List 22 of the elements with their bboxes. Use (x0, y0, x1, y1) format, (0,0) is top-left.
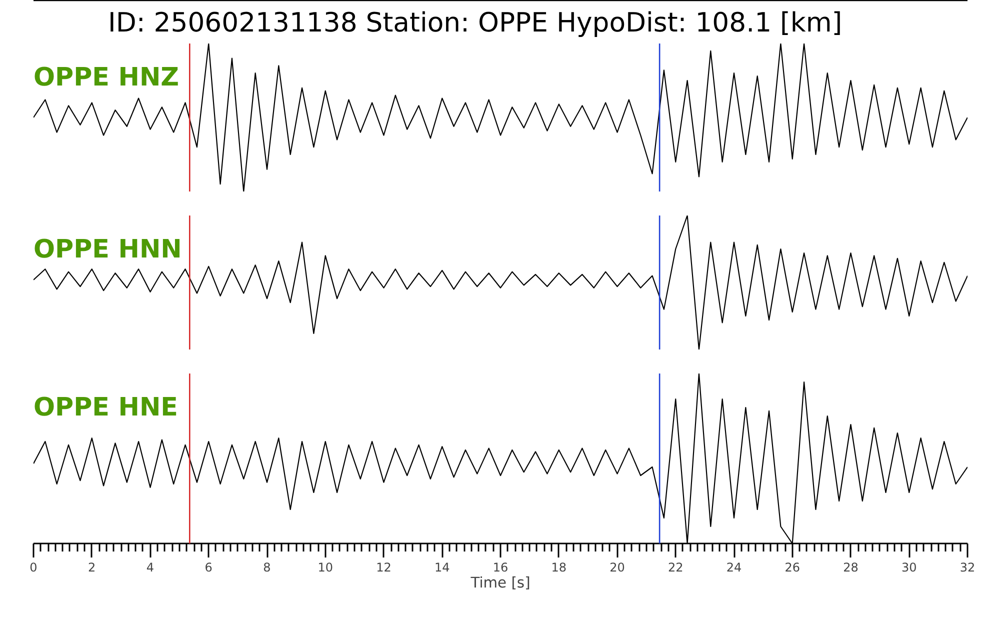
x-tick-label: 22 (668, 560, 684, 574)
x-tick-label: 2 (88, 560, 96, 574)
x-tick-label: 10 (318, 560, 334, 574)
x-tick-label: 30 (901, 560, 917, 574)
x-tick-label: 32 (960, 560, 976, 574)
x-tick-label: 4 (146, 560, 154, 574)
x-tick-label: 24 (726, 560, 742, 574)
x-tick-label: 16 (492, 560, 508, 574)
x-tick-label: 14 (434, 560, 450, 574)
x-tick-label: 0 (30, 560, 38, 574)
x-tick-label: 18 (551, 560, 567, 574)
x-tick-label: 28 (843, 560, 858, 574)
series-label: OPPE HNN (34, 234, 182, 264)
chart-title: ID: 250602131138 Station: OPPE HypoDist: 108.1 [km] (108, 8, 842, 38)
x-tick-label: 6 (204, 560, 212, 574)
x-tick-label: 20 (610, 560, 625, 574)
series-label: OPPE HNE (34, 392, 178, 422)
x-axis-title: Time [s] (470, 574, 530, 592)
x-tick-label: 26 (784, 560, 800, 574)
x-tick-label: 8 (263, 560, 271, 574)
series-label: OPPE HNZ (34, 62, 180, 92)
x-tick-label: 12 (376, 560, 392, 574)
